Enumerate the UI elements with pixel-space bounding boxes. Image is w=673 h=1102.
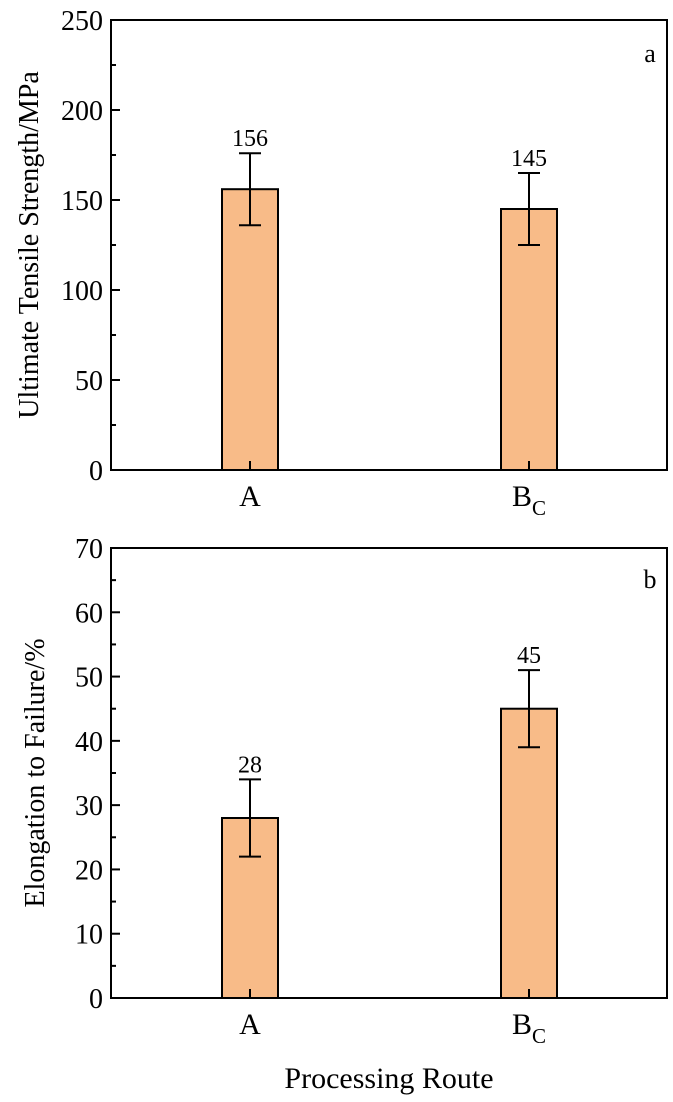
y-tick-label: 40 [75,727,103,758]
x-tick-label-main: B [512,480,532,513]
x-tick-label-subscript: C [532,496,546,520]
x-tick-label: A [239,1008,261,1041]
bar-b-2 [500,707,558,999]
bar-a-2 [500,208,558,471]
x-tick-label: BC [512,1008,546,1048]
y-axis-label-a: Ultimate Tensile Strength/MPa [14,71,45,419]
x-axis-label: Processing Route [284,1062,493,1095]
x-tick-label-main: B [512,1008,532,1041]
y-tick-label: 0 [89,984,103,1015]
y-tick-label: 50 [75,366,103,397]
y-tick-label: 20 [75,855,103,886]
data-label: 156 [232,126,268,152]
panel-b: b Elongation to Failure/% 0 10 20 30 40 50 60 7… [20,534,668,1048]
x-tick-label-subscript: C [532,1024,546,1048]
y-tick-label: 60 [75,598,103,629]
y-tick-label: 0 [89,456,103,487]
plot-frame-b [110,547,668,999]
x-tick-label-main: A [239,480,261,513]
panel-label-b: b [644,565,657,594]
x-tick-label: BC [512,480,546,520]
x-tick-label: A [239,480,261,513]
panel-label-a: a [644,39,656,68]
y-tick-label: 200 [61,96,103,127]
y-tick-label: 30 [75,791,103,822]
y-tick-label: 10 [75,920,103,951]
panel-a: a Ultimate Tensile Strength/MPa 0 50 100 15… [14,6,668,520]
plot-frame-a [110,19,668,471]
y-tick-label: 150 [61,186,103,217]
y-tick-label: 50 [75,663,103,694]
data-label: 28 [238,752,262,778]
y-tick-label: 70 [75,534,103,565]
bar-a-1 [221,188,279,471]
x-tick-label-main: A [239,1008,261,1041]
data-label: 145 [511,146,547,172]
y-tick-label: 250 [61,6,103,37]
data-label: 45 [517,643,541,669]
y-tick-label: 100 [61,276,103,307]
y-axis-label-b: Elongation to Failure/% [20,638,51,907]
